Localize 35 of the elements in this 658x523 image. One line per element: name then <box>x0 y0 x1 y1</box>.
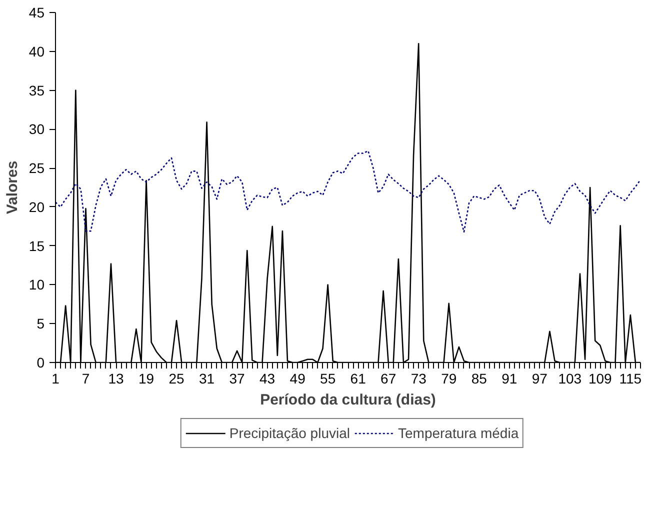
y-tick-label: 15 <box>28 238 45 254</box>
x-tick-label: 49 <box>290 370 306 386</box>
x-tick-label: 7 <box>82 370 90 386</box>
x-tick-label: 73 <box>410 370 427 386</box>
x-tick-label: 61 <box>350 370 366 386</box>
x-tick-label: 97 <box>532 370 548 386</box>
x-tick-label: 55 <box>320 370 336 386</box>
y-tick-label: 0 <box>36 354 45 370</box>
x-tick-label: 1 <box>52 370 60 386</box>
y-tick-label: 20 <box>28 198 45 215</box>
x-tick-label: 109 <box>588 370 612 386</box>
y-tick-label: 45 <box>28 4 45 20</box>
y-tick-label: 30 <box>28 121 45 138</box>
x-tick-label: 79 <box>441 370 457 386</box>
y-tick-label: 25 <box>28 160 45 176</box>
x-tick-label: 19 <box>138 370 154 386</box>
x-tick-label: 31 <box>199 370 215 386</box>
y-axis-title: Valores <box>4 160 21 214</box>
y-tick-label: 35 <box>28 82 45 98</box>
x-tick-label: 115 <box>619 370 642 386</box>
y-tick-label: 10 <box>28 276 45 293</box>
x-tick-label: 85 <box>471 370 488 386</box>
y-tick-label: 5 <box>36 316 45 332</box>
x-tick-label: 103 <box>558 370 582 386</box>
x-tick-label: 13 <box>108 370 124 386</box>
x-tick-label: 43 <box>260 370 276 386</box>
x-tick-label: 37 <box>229 370 246 386</box>
x-axis-title: Período da cultura (dias) <box>260 392 436 408</box>
x-tick-label: 25 <box>168 370 185 386</box>
y-tick-label: 40 <box>28 43 45 60</box>
legend-label: Precipitação pluvial <box>229 425 350 441</box>
legend-label: Temperatura média <box>398 425 519 441</box>
x-tick-label: 67 <box>380 370 396 386</box>
line-series <box>56 150 640 232</box>
x-tick-label: 91 <box>502 370 518 386</box>
